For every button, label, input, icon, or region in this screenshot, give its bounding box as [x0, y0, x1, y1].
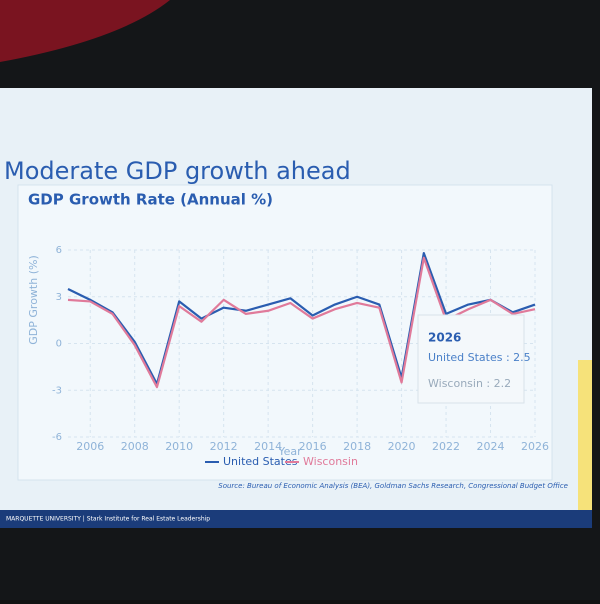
x-tick-label: 2014: [254, 440, 282, 453]
slide-title: Moderate GDP growth ahead: [4, 157, 351, 185]
x-axis-label: Year: [277, 445, 302, 458]
y-tick-label: 0: [56, 339, 62, 350]
y-tick-label: 6: [56, 245, 62, 256]
slide-accent: [578, 360, 592, 510]
plot: -6 -3 0 3 6 2006 2008 2010 2012 2014 2016 2018 2020 2…: [52, 245, 549, 468]
x-tick-label: 2008: [121, 440, 149, 453]
line: [67, 252, 536, 386]
x-tick-label: 2006: [76, 440, 104, 453]
source: Source: Bureau of Economic Analysis (BEA…: [218, 482, 568, 490]
x-tick-label: 2020: [388, 440, 416, 453]
curtain: [0, 0, 170, 62]
chart-title: GDP Growth Rate (Annual %): [28, 191, 273, 209]
y-tick-label: 3: [56, 292, 62, 303]
x-tick-label: 2012: [210, 440, 238, 453]
slide-footer-bar: [0, 510, 592, 528]
tooltip: [417, 314, 525, 404]
legend-label: United States: [223, 455, 298, 468]
x-tick-label: 2026: [521, 440, 549, 453]
y-axis-label: GDP Growth (%): [27, 255, 40, 344]
x-tick-label: 2018: [343, 440, 371, 453]
legend-label: Wisconsin: [303, 455, 358, 468]
slide-footer: MARQUETTE UNIVERSITY | Stark Institute f…: [6, 516, 210, 523]
y-tick-label: -6: [52, 432, 62, 443]
x-tick-label: 2024: [477, 440, 505, 453]
tooltip-row: Wisconsin : 2.2: [428, 377, 511, 390]
tooltip-row: United States : 2.5: [428, 351, 531, 364]
x-tick-label: 2022: [432, 440, 460, 453]
tooltip-title: 2026: [428, 331, 461, 345]
x-tick-label: 2010: [165, 440, 193, 453]
x-tick-label: 2016: [299, 440, 327, 453]
y-tick-label: -3: [52, 385, 62, 396]
